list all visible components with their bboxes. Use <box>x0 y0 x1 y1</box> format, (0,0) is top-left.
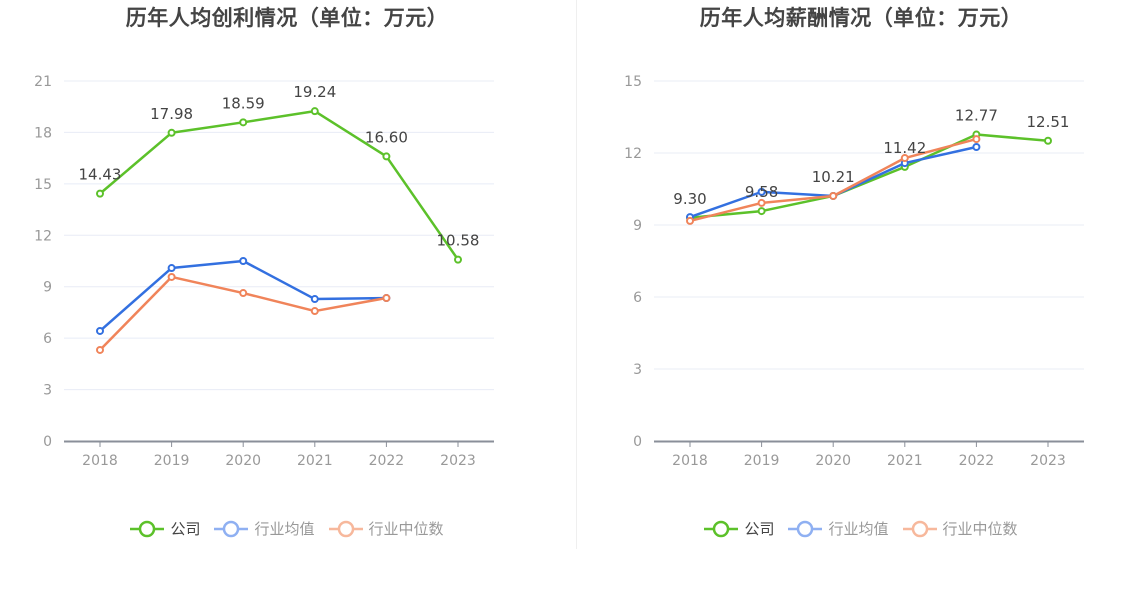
y-tick-label: 12 <box>624 146 642 162</box>
salary-chart-plot: 0 3 6 9 12 15 2018 2019 2020 2021 2022 2023 9.30 9.58… <box>624 74 1084 469</box>
legend-item-company[interactable]: 公司 <box>704 518 774 539</box>
salary-chart-panel: 历年人均薪酬情况（单位：万元） 0 3 6 9 12 15 2018 2019 2020 2021… <box>574 0 1148 589</box>
data-point-industry-avg[interactable] <box>96 326 104 335</box>
y-tick-label: 6 <box>43 331 52 347</box>
y-tick-label: 9 <box>633 218 642 234</box>
data-label: 18.59 <box>222 94 265 112</box>
data-label: 9.30 <box>673 190 706 208</box>
legend-label-industry-avg: 行业均值 <box>254 520 315 538</box>
salary-chart-legend: 公司 行业均值 行业中位数 <box>574 518 1148 539</box>
salary-chart-title: 历年人均薪酬情况（单位：万元） <box>699 6 1023 30</box>
x-tick-label: 2021 <box>887 453 923 469</box>
profit-chart-plot: 0 3 6 9 12 15 18 21 2018 2019 2020 2021 2022 2023 14.4… <box>34 74 494 469</box>
x-tick-label: 2019 <box>154 453 190 469</box>
data-label: 14.43 <box>79 166 122 184</box>
x-tick-label: 2019 <box>744 453 780 469</box>
x-tick-label: 2020 <box>225 453 261 469</box>
y-tick-label: 3 <box>633 362 642 378</box>
data-point-industry-median[interactable] <box>167 272 176 281</box>
panel-divider <box>576 0 577 549</box>
profit-chart-title: 历年人均创利情况（单位：万元） <box>125 6 449 30</box>
y-tick-label: 18 <box>34 125 52 141</box>
series-line-industry-median <box>99 275 387 351</box>
data-label: 12.77 <box>955 107 998 125</box>
x-tick-label: 2023 <box>1030 453 1066 469</box>
profit-chart-panel: 历年人均创利情况（单位：万元） 0 3 6 9 12 15 18 21 2018 2019 2020… <box>0 6 574 539</box>
data-point-company[interactable] <box>167 128 176 137</box>
data-point-industry-avg[interactable] <box>310 295 319 304</box>
x-tick-label: 2022 <box>959 453 995 469</box>
data-point-industry-median[interactable] <box>310 307 319 316</box>
data-point-company[interactable] <box>239 118 248 127</box>
legend-company-line-circle-icon <box>704 520 739 537</box>
x-tick-label: 2018 <box>672 453 708 469</box>
legend-item-industry-median[interactable]: 行业中位数 <box>328 518 444 539</box>
data-label: 9.58 <box>745 183 778 201</box>
legend-industry-avg-line-circle-icon <box>788 520 823 537</box>
legend-company-line-circle-icon <box>130 520 165 537</box>
y-tick-label: 0 <box>43 434 52 450</box>
data-point-industry-median[interactable] <box>96 345 104 354</box>
data-label: 10.21 <box>812 168 855 186</box>
data-point-industry-median[interactable] <box>382 294 391 303</box>
legend-label-company: 公司 <box>170 520 201 538</box>
legend-industry-avg-line-circle-icon <box>214 520 249 537</box>
data-point-industry-median[interactable] <box>900 154 909 163</box>
data-label: 11.42 <box>883 139 926 157</box>
legend-item-company[interactable]: 公司 <box>130 518 200 539</box>
data-label: 19.24 <box>293 83 336 101</box>
y-tick-label: 0 <box>633 434 642 450</box>
data-label: 10.58 <box>437 232 480 250</box>
x-tick-label: 2021 <box>297 453 333 469</box>
y-tick-label: 15 <box>624 74 642 90</box>
data-point-industry-avg[interactable] <box>972 143 981 151</box>
data-point-industry-avg[interactable] <box>239 257 248 265</box>
y-tick-label: 12 <box>34 228 52 244</box>
legend-label-company: 公司 <box>744 520 775 538</box>
data-point-industry-median[interactable] <box>686 216 694 225</box>
data-point-company[interactable] <box>757 207 766 216</box>
y-tick-label: 3 <box>43 383 52 399</box>
y-tick-label: 21 <box>34 74 52 90</box>
x-tick-label: 2020 <box>815 453 851 469</box>
legend-industry-median-line-circle-icon <box>902 520 937 537</box>
data-point-industry-median[interactable] <box>757 198 766 207</box>
data-point-industry-avg[interactable] <box>757 187 766 196</box>
data-point-industry-median[interactable] <box>829 191 838 200</box>
legend-label-industry-avg: 行业均值 <box>828 520 889 538</box>
profit-chart-legend: 公司 行业均值 行业中位数 <box>0 518 574 539</box>
series-line-company <box>689 133 1049 220</box>
data-point-company[interactable] <box>310 107 319 116</box>
data-point-industry-median[interactable] <box>239 289 248 298</box>
y-tick-label: 15 <box>34 177 52 193</box>
data-point-company[interactable] <box>96 189 104 198</box>
data-point-company[interactable] <box>382 152 391 161</box>
data-point-industry-avg[interactable] <box>167 264 176 273</box>
legend-label-industry-median: 行业中位数 <box>368 520 444 538</box>
data-label: 17.98 <box>150 105 193 123</box>
legend-label-industry-median: 行业中位数 <box>942 520 1018 538</box>
data-point-company[interactable] <box>454 255 462 264</box>
data-point-company[interactable] <box>1044 136 1052 145</box>
x-tick-label: 2023 <box>440 453 476 469</box>
legend-industry-median-line-circle-icon <box>328 520 363 537</box>
x-tick-label: 2022 <box>369 453 405 469</box>
legend-item-industry-avg[interactable]: 行业均值 <box>788 518 889 539</box>
y-tick-label: 9 <box>43 280 52 296</box>
data-point-industry-median[interactable] <box>972 135 981 144</box>
x-tick-label: 2018 <box>82 453 118 469</box>
data-label: 16.60 <box>365 128 408 146</box>
y-tick-label: 6 <box>633 290 642 306</box>
data-label: 12.51 <box>1027 113 1070 131</box>
legend-item-industry-avg[interactable]: 行业均值 <box>214 518 315 539</box>
series-line-company <box>99 109 460 261</box>
legend-item-industry-median[interactable]: 行业中位数 <box>902 518 1018 539</box>
